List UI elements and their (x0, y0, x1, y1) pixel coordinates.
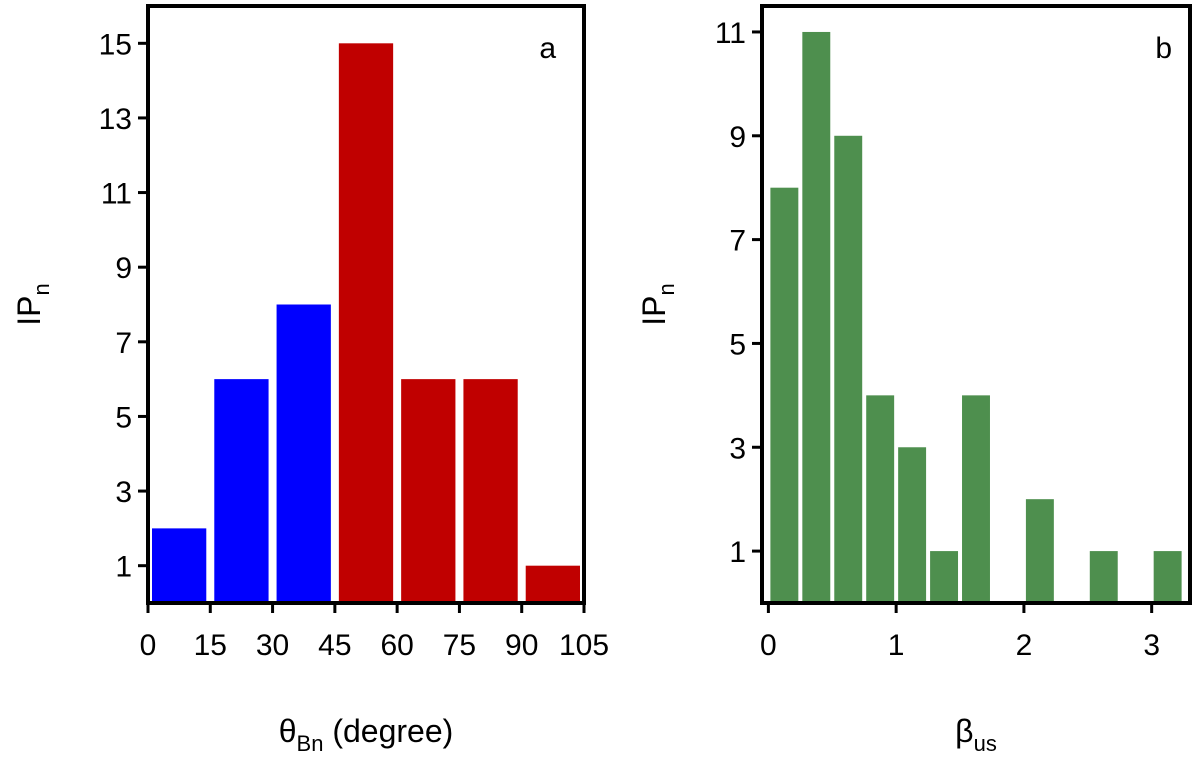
x-tick-label: 60 (380, 629, 413, 662)
bar-9 (1153, 551, 1182, 603)
bar-6 (962, 395, 990, 603)
y-axis-label: IPn (636, 283, 679, 325)
x-tick-label: 75 (443, 629, 476, 662)
bar-1 (214, 379, 269, 603)
x-tick-label: 0 (140, 629, 157, 662)
y-tick-label: 3 (729, 432, 746, 465)
x-axis-subscript: us (974, 731, 997, 752)
x-tick-label: 2 (1016, 629, 1033, 662)
x-tick-label: 15 (194, 629, 227, 662)
y-axis-main: IP (11, 296, 47, 326)
x-axis-label: βus (955, 713, 997, 752)
bar-5 (930, 551, 959, 603)
bar-8 (1089, 551, 1118, 603)
y-axis-label: IPn (11, 283, 54, 325)
y-tick-label: 11 (101, 178, 132, 211)
bar-5 (463, 379, 518, 603)
y-tick-label: 7 (729, 225, 746, 258)
y-axis-subscript: n (654, 283, 679, 295)
x-tick-label: 45 (318, 629, 351, 662)
y-tick-label: 5 (729, 328, 746, 361)
bar-0 (770, 187, 799, 603)
y-tick-label: 7 (115, 327, 132, 360)
x-tick-label: 0 (760, 629, 777, 662)
bar-7 (1025, 499, 1054, 603)
bar-4 (401, 379, 456, 603)
y-tick-label: 1 (115, 551, 132, 584)
bar-2 (276, 304, 331, 603)
x-tick-label: 1 (888, 629, 905, 662)
bar-3 (338, 43, 394, 603)
x-axis-label: θBn (degree) (279, 713, 454, 752)
y-tick-label: 11 (715, 17, 746, 50)
bar-6 (525, 565, 580, 603)
x-tick-label: 3 (1143, 629, 1160, 662)
y-tick-label: 3 (115, 476, 132, 509)
y-tick-label: 5 (115, 401, 132, 434)
y-axis-main: IP (636, 296, 672, 326)
bar-4 (898, 447, 927, 603)
y-tick-label: 9 (115, 252, 132, 285)
y-tick-label: 9 (729, 121, 746, 154)
panel-b: 0 1 2 3 1 3 5 7 9 11 b βus IPn (636, 4, 1192, 756)
y-tick-label: 1 (729, 536, 746, 569)
bar-1 (802, 31, 831, 603)
bar-3 (866, 395, 895, 603)
plot-frame (760, 4, 1192, 605)
x-axis-symbol: β (955, 713, 973, 749)
bar-2 (834, 135, 863, 604)
x-tick-label: 105 (559, 629, 609, 662)
panel-label: b (1155, 32, 1172, 65)
x-tick-label: 90 (505, 629, 538, 662)
plot-frame (146, 4, 586, 605)
y-tick-label: 13 (99, 103, 132, 136)
y-axis-subscript: n (29, 283, 54, 295)
y-tick-label: 15 (99, 28, 132, 61)
x-axis-unit: (degree) (323, 713, 453, 749)
x-axis-symbol: θ (279, 713, 297, 749)
bar-0 (152, 528, 207, 603)
x-axis-subscript: Bn (297, 731, 324, 752)
panel-label: a (539, 32, 556, 65)
x-tick-label: 30 (256, 629, 289, 662)
